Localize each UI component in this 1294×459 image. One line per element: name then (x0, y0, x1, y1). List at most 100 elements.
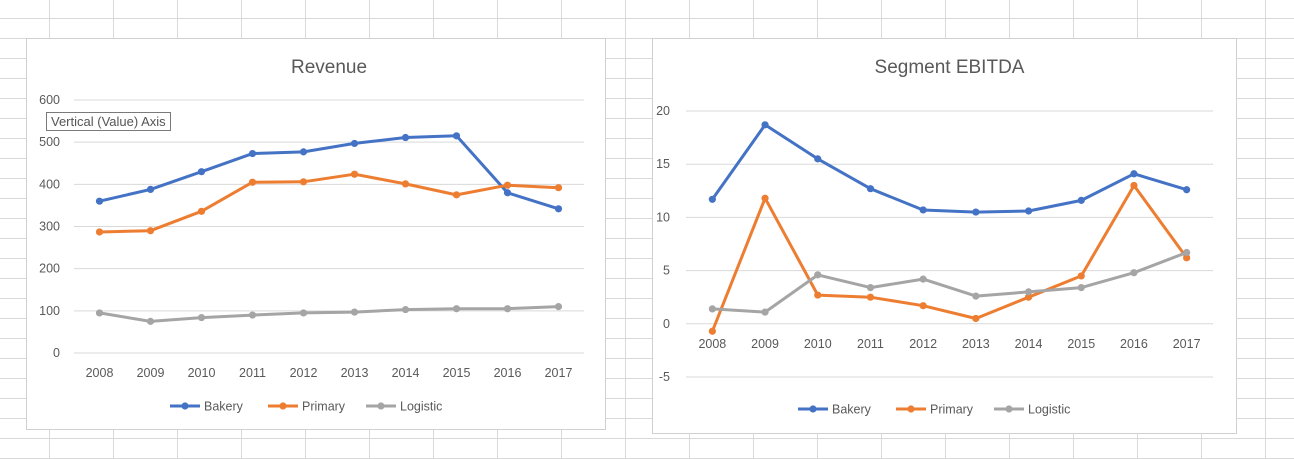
chart-title: Segment EBITDA (875, 57, 1025, 78)
data-point-logistic (1024, 288, 1033, 296)
data-point-bakery (146, 185, 155, 193)
data-point-primary (1130, 181, 1138, 190)
y-tick-label: 500 (39, 135, 60, 149)
x-tick-label: 2009 (751, 337, 779, 351)
data-point-bakery (972, 208, 980, 216)
legend-label-logistic: Logistic (400, 400, 442, 414)
data-point-primary (1024, 293, 1033, 301)
data-point-bakery (401, 133, 410, 142)
data-point-bakery (919, 206, 927, 214)
data-point-logistic (197, 313, 206, 322)
y-tick-label: 15 (656, 157, 670, 171)
y-tick-label: 5 (663, 264, 670, 278)
y-tick-label: 600 (39, 93, 60, 107)
y-tick-label: 0 (663, 317, 670, 331)
x-tick-label: 2013 (341, 366, 369, 380)
data-point-logistic (1183, 248, 1191, 257)
legend-marker-logistic (377, 402, 385, 410)
data-point-bakery (1024, 207, 1033, 215)
data-point-logistic (761, 308, 769, 316)
data-point-bakery (299, 148, 308, 156)
data-point-primary (761, 194, 769, 202)
legend-marker-primary (907, 405, 915, 413)
data-point-logistic (972, 292, 980, 300)
y-tick-label: 100 (39, 304, 60, 318)
legend-label-logistic: Logistic (1028, 403, 1070, 417)
data-point-logistic (350, 308, 359, 316)
legend-marker-bakery (181, 402, 189, 410)
x-tick-label: 2014 (1015, 337, 1043, 351)
x-tick-label: 2010 (188, 366, 216, 380)
x-tick-label: 2013 (962, 337, 990, 351)
y-tick-label: -5 (659, 370, 670, 384)
legend-label-primary: Primary (302, 400, 346, 414)
legend-marker-bakery (809, 405, 817, 413)
data-point-primary (972, 314, 980, 323)
data-point-bakery (350, 139, 359, 148)
data-point-primary (708, 327, 716, 335)
data-point-logistic (554, 303, 563, 311)
data-point-logistic (146, 317, 155, 325)
data-point-logistic (814, 271, 822, 279)
x-tick-label: 2017 (1173, 337, 1201, 351)
data-point-logistic (452, 305, 461, 313)
data-point-logistic (919, 275, 927, 283)
series-line-primary (710, 184, 1189, 333)
data-point-bakery (503, 189, 512, 197)
x-tick-label: 2015 (443, 366, 471, 380)
data-point-primary (1183, 254, 1191, 262)
x-tick-label: 2008 (698, 337, 726, 351)
legend-marker-logistic (1005, 405, 1013, 413)
data-point-bakery (1130, 170, 1138, 178)
x-tick-label: 2015 (1067, 337, 1095, 351)
x-tick-label: 2016 (494, 366, 522, 380)
x-tick-label: 2009 (137, 366, 165, 380)
data-point-logistic (1077, 284, 1085, 292)
series-line-bakery (710, 123, 1189, 214)
data-point-logistic (1130, 269, 1138, 277)
series-line-logistic (710, 251, 1189, 314)
y-tick-label: 300 (39, 220, 60, 234)
data-point-primary (866, 293, 875, 301)
x-tick-label: 2012 (909, 337, 937, 351)
y-tick-label: 20 (656, 104, 670, 118)
legend-label-primary: Primary (930, 403, 974, 417)
data-point-logistic (503, 305, 512, 313)
data-point-primary (503, 181, 512, 189)
y-tick-label: 400 (39, 177, 60, 191)
x-tick-label: 2016 (1120, 337, 1148, 351)
series-line-logistic (98, 305, 560, 323)
y-tick-label: 10 (656, 210, 670, 224)
data-point-primary (919, 302, 927, 310)
revenue-chart[interactable]: Revenue 0 100 200 300 400 500 600 2008 2009 2010 20… (26, 38, 606, 430)
legend: Bakery Primary Logistic (170, 400, 442, 414)
axis-tooltip: Vertical (Value) Axis (46, 112, 171, 131)
data-point-primary (452, 191, 461, 199)
segment-ebitda-chart[interactable]: Segment EBITDA -5 0 5 10 15 20 2008 2009 2010 2011… (652, 38, 1237, 434)
data-point-logistic (866, 284, 875, 292)
data-point-bakery (197, 168, 206, 176)
data-point-bakery (554, 205, 563, 213)
x-tick-label: 2011 (239, 366, 266, 380)
data-point-bakery (95, 197, 104, 205)
data-point-bakery (248, 149, 257, 158)
x-tick-label: 2014 (392, 366, 420, 380)
data-point-bakery (814, 155, 822, 163)
data-point-primary (95, 228, 104, 236)
data-point-primary (554, 184, 563, 192)
data-point-primary (814, 291, 822, 299)
legend-label-bakery: Bakery (204, 400, 244, 414)
data-point-primary (350, 170, 359, 178)
data-point-bakery (452, 132, 461, 140)
legend-label-bakery: Bakery (832, 403, 872, 417)
data-point-primary (248, 178, 257, 186)
y-tick-label: 200 (39, 262, 60, 276)
data-point-bakery (1183, 186, 1191, 194)
data-point-primary (401, 180, 410, 188)
data-point-logistic (708, 305, 716, 313)
data-point-primary (299, 178, 308, 186)
series-line-primary (98, 172, 560, 234)
data-point-logistic (95, 309, 104, 317)
y-tick-label: 0 (53, 346, 60, 360)
data-point-primary (146, 227, 155, 235)
